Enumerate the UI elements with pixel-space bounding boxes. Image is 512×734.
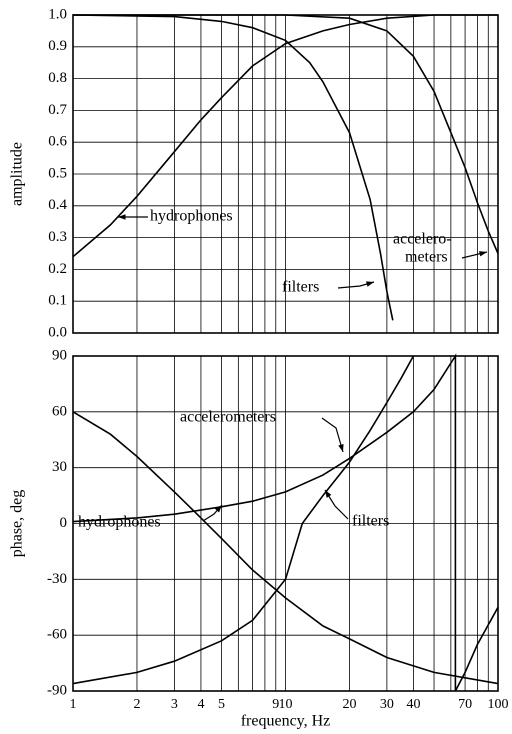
y-tick-label: 1.0 <box>48 6 67 22</box>
x-tick-label: 2 <box>133 697 140 712</box>
annotation: filters <box>282 279 319 296</box>
y-tick-label: 0.6 <box>48 134 67 150</box>
x-tick-label: 40 <box>406 697 420 712</box>
y-tick-label: 0.7 <box>48 102 67 118</box>
x-tick-label: 4 <box>197 697 204 712</box>
y-tick-label: -60 <box>47 627 67 643</box>
arrow-head <box>479 251 487 257</box>
arrow-head <box>325 490 332 498</box>
y-tick-label: 30 <box>52 459 67 475</box>
y-tick-label: 60 <box>52 403 67 419</box>
y-tick-label: 0 <box>60 515 68 531</box>
y-tick-label: -30 <box>47 571 67 587</box>
arrow-head <box>366 281 374 287</box>
annotation: hydrophones <box>78 514 161 531</box>
series-line <box>72 353 499 692</box>
y-tick-label: 0.2 <box>48 261 67 277</box>
x-tick-label: 5 <box>218 697 225 712</box>
y-tick-label: -90 <box>47 682 67 698</box>
annotation: meters <box>405 249 448 266</box>
y-tick-label: 0.5 <box>48 165 67 181</box>
x-tick-label: 20 <box>342 697 356 712</box>
y-tick-label: 90 <box>52 347 67 363</box>
y-tick-label: 0.9 <box>48 38 67 54</box>
y-tick-label: 0.1 <box>48 293 67 309</box>
x-tick-label: 1 <box>70 697 77 712</box>
x-tick-label: 30 <box>380 697 394 712</box>
y-tick-label: 0.4 <box>48 197 67 213</box>
series-line <box>72 355 415 685</box>
series-line <box>72 14 394 321</box>
annotation: accelero- <box>393 231 452 248</box>
y-tick-label: 0.0 <box>48 324 67 340</box>
x-tick-label: 100 <box>488 697 509 712</box>
annotation: accelerometers <box>180 409 276 426</box>
arrow-head <box>338 444 344 452</box>
annotation: hydrophones <box>150 208 233 225</box>
series-line <box>72 14 498 258</box>
y-axis-title: amplitude <box>9 142 26 206</box>
x-tick-label: 70 <box>458 697 472 712</box>
y-axis-title: phase, deg <box>9 490 26 558</box>
annotation: filters <box>352 513 389 530</box>
plot-frame <box>72 355 499 692</box>
arrow-head <box>118 214 126 220</box>
x-tick-label: 9 <box>272 697 279 712</box>
annotation-arrow <box>321 417 344 453</box>
x-tick-label: 10 <box>279 697 293 712</box>
series-line <box>73 14 499 254</box>
y-tick-label: 0.3 <box>48 229 67 245</box>
arrow-head <box>214 505 222 513</box>
series-line <box>72 411 499 685</box>
x-axis-title: frequency, Hz <box>241 713 331 730</box>
x-tick-label: 3 <box>171 697 178 712</box>
y-tick-label: 0.8 <box>48 70 67 86</box>
